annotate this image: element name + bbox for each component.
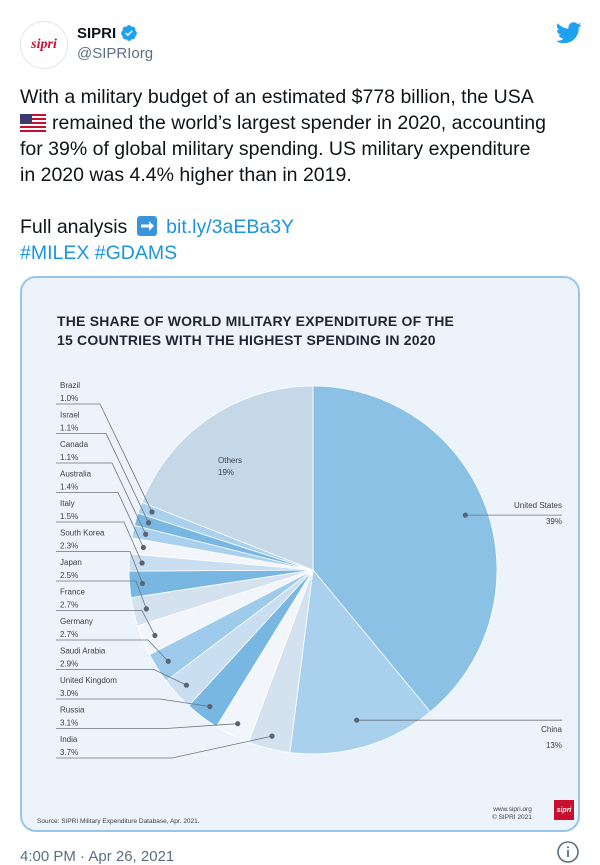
label-name-south-korea: South Korea (60, 529, 105, 538)
label-dot-brazil (149, 509, 155, 515)
leader-line-india (56, 735, 273, 759)
label-value-germany: 2.7% (60, 630, 78, 639)
verified-badge-icon (121, 25, 138, 41)
label-dot-russia (235, 721, 241, 727)
label-value-japan: 2.5% (60, 571, 78, 580)
label-name-germany: Germany (60, 617, 93, 626)
label-dot-france (152, 632, 158, 639)
hashtags-line: #MILEX #GDAMS (20, 240, 585, 266)
label-name-united-kingdom: United Kingdom (60, 676, 117, 685)
blank-line (20, 188, 585, 214)
label-dot-south-korea (139, 580, 146, 587)
hashtag-gdams[interactable]: #GDAMS (94, 242, 178, 264)
analysis-link[interactable]: bit.ly/3aEBa3Y (166, 216, 295, 238)
us-flag-icon (20, 114, 46, 132)
label-value-france: 2.7% (60, 601, 78, 610)
chart-title: THE SHARE OF WORLD MILITARY EXPENDITURE … (57, 312, 517, 350)
leader-line-australia (56, 492, 144, 548)
label-value-united-kingdom: 3.0% (60, 689, 78, 698)
credit-url: www.sipri.org (493, 806, 532, 813)
label-name-saudi-arabia: Saudi Arabia (60, 647, 106, 656)
label-name-brazil: Brazil (60, 381, 80, 390)
sipri-logo-badge: sipri (554, 800, 574, 820)
leader-line-russia (56, 723, 238, 729)
label-name-israel: Israel (60, 411, 80, 420)
avatar-logo-text: sipri (31, 37, 57, 52)
tweet-text-line: With a military budget of an estimated $… (20, 86, 534, 108)
label-dot-canada (143, 531, 149, 537)
label-name-others: Others (218, 456, 242, 465)
credit-copyright: © SIPRI 2021 (492, 814, 532, 821)
tweet-timestamp[interactable]: 4:00 PM · Apr 26, 2021 (20, 848, 175, 865)
full-analysis-line: Full analysis bit.ly/3aEBa3Y (20, 214, 585, 240)
label-dot-italy (139, 560, 145, 566)
tweet-text-line: remained the world’s largest spender in … (52, 112, 546, 134)
tweet-text-line: in 2020 was 4.4% higher than in 2019. (20, 164, 352, 186)
label-value-italy: 1.5% (60, 512, 78, 521)
label-value-israel: 1.1% (60, 424, 78, 433)
pie-slice-china (289, 569, 431, 755)
leader-line-saudi-arabia (56, 669, 187, 686)
label-value-united-states: 39% (546, 517, 562, 526)
label-dot-germany (165, 658, 171, 664)
leader-line-south-korea (56, 551, 143, 584)
label-dot-china (354, 717, 360, 723)
label-name-italy: Italy (60, 499, 75, 508)
author-name-row[interactable]: SIPRI (77, 24, 138, 42)
leader-line-france (56, 610, 156, 636)
label-name-china: China (541, 725, 562, 734)
label-name-united-states: United States (514, 501, 562, 510)
leader-line-canada (56, 462, 147, 535)
label-name-france: France (60, 588, 85, 597)
chart-title-line-1: THE SHARE OF WORLD MILITARY EXPENDITURE … (57, 313, 455, 329)
label-dot-saudi-arabia (183, 682, 190, 688)
label-name-india: India (60, 735, 78, 744)
label-dot-israel (145, 520, 152, 526)
label-dot-australia (140, 544, 146, 551)
leader-line-italy (56, 521, 143, 564)
label-name-russia: Russia (60, 706, 85, 715)
label-value-brazil: 1.0% (60, 394, 78, 403)
label-value-australia: 1.4% (60, 483, 78, 492)
label-name-japan: Japan (60, 558, 82, 567)
label-value-others: 19% (218, 468, 234, 477)
label-name-canada: Canada (60, 440, 89, 449)
chart-credit: www.sipri.org © SIPRI 2021 (492, 806, 532, 822)
pie-slice-others (141, 385, 314, 571)
label-dot-india (269, 733, 275, 739)
label-dot-japan (143, 606, 149, 612)
label-value-russia: 3.1% (60, 719, 78, 728)
chart-title-line-2: 15 COUNTRIES WITH THE HIGHEST SPENDING I… (57, 332, 436, 348)
leader-line-united-kingdom (56, 698, 210, 707)
label-value-saudi-arabia: 2.9% (60, 660, 78, 669)
avatar[interactable]: sipri (20, 21, 68, 69)
label-value-canada: 1.1% (60, 453, 78, 462)
author-handle[interactable]: @SIPRIorg (77, 45, 154, 62)
chart-source: Source: SIPRI Military Expenditure Datab… (37, 818, 200, 825)
full-analysis-label: Full analysis (20, 216, 128, 238)
leader-line-germany (56, 639, 169, 662)
label-dot-united-states (462, 512, 468, 518)
label-value-china: 13% (546, 741, 562, 750)
leader-line-israel (56, 433, 149, 523)
tweet-text-line: for 39% of global military spending. US … (20, 138, 531, 160)
label-name-australia: Australia (60, 470, 92, 479)
leader-line-japan (56, 580, 147, 610)
label-dot-united-kingdom (207, 703, 213, 710)
label-value-india: 3.7% (60, 748, 78, 757)
pie-chart: Brazil 1.0% Israel 1.1% Canada 1.1% Australia 1… (56, 381, 563, 759)
twitter-bird-icon[interactable] (556, 22, 582, 44)
pie-slice-united-states (312, 385, 498, 713)
leader-line-brazil (56, 403, 153, 513)
label-value-south-korea: 2.3% (60, 542, 78, 551)
tweet-text-line-with-flag: remained the world’s largest spender in … (20, 110, 585, 136)
chart-image-card[interactable]: THE SHARE OF WORLD MILITARY EXPENDITURE … (20, 276, 580, 832)
display-name[interactable]: SIPRI (77, 24, 117, 42)
right-arrow-icon (136, 216, 157, 236)
hashtag-milex[interactable]: #MILEX (20, 242, 90, 264)
info-icon[interactable] (556, 840, 580, 864)
tweet-text: With a military budget of an estimated $… (20, 84, 585, 266)
